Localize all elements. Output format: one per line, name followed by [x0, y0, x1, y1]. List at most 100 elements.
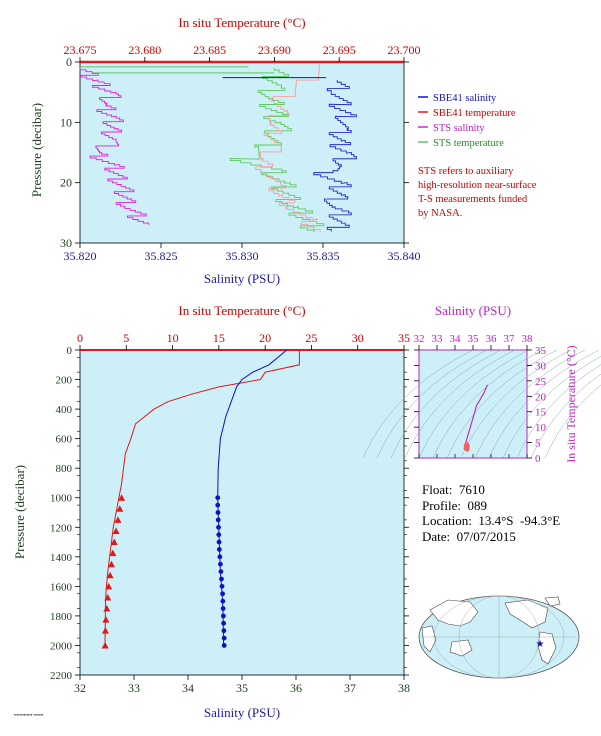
ts-sal-tick-label: 33: [432, 333, 444, 345]
temperature-sample-marker: [112, 527, 120, 534]
temperature-sample-marker: [109, 549, 117, 557]
top-sal-tick-label: 35.820: [64, 249, 97, 263]
salinity-sample-marker: [217, 554, 223, 560]
footer-stamp: ▪▪▪▪▪▪▪▪▪▪▪▪▪ ▪▪▪▪▪▪▪: [14, 712, 44, 717]
top-temp-tick-label: 23.685: [193, 43, 226, 57]
series-sts-salinity: [79, 68, 150, 225]
land-australia: [449, 639, 473, 657]
salinity-sample-marker: [216, 532, 222, 538]
ts-panel: 32 33 34 35 36 37 38 0 5 10 15 20 25 30 35 Salinity (P…: [362, 303, 601, 465]
top-temp-tick-label: 23.695: [323, 43, 356, 57]
temperature-sample-marker: [104, 593, 112, 601]
bottom-pressure-tick-label: 1200: [50, 522, 73, 534]
series-temperature-profile: [104, 350, 300, 646]
legend-label-sbe-salinity: SBE41 salinity: [433, 93, 497, 104]
ts-density-contour: [502, 356, 601, 459]
bottom-pressure-tick-label: 800: [56, 463, 73, 475]
top-temp-tick-label: 23.680: [128, 43, 161, 57]
ts-density-contour: [376, 349, 488, 459]
salinity-sample-marker: [221, 628, 227, 634]
temperature-sample-marker: [110, 538, 118, 546]
ts-sal-tick-label: 32: [414, 333, 425, 345]
bottom-pressure-tick-label: 400: [56, 404, 73, 416]
map-graticule: [421, 595, 577, 679]
map-land: [421, 596, 561, 665]
ts-temp-tick-label: 35: [535, 345, 547, 357]
salinity-sample-marker: [216, 539, 222, 545]
land-greenland: [544, 596, 561, 607]
ts-density-contour: [488, 349, 600, 459]
bottom-sal-tick-label: 37: [344, 681, 356, 695]
ts-density-contour: [544, 384, 601, 459]
float-location-marker: ★: [536, 639, 545, 650]
top-note: STS refers to auxiliary high-resolution …: [418, 166, 537, 219]
bottom-temp-tick-label: 25: [305, 331, 317, 345]
salinity-sample-marker: [215, 502, 221, 508]
salinity-sample-marker: [221, 620, 227, 626]
temperature-sample-marker: [101, 641, 109, 649]
ts-temp-tick-label: 0: [535, 453, 541, 465]
note-line-2: high-resolution near-surface: [418, 180, 537, 191]
ts-density-contour: [446, 349, 558, 459]
top-sal-axis-title: Salinity (PSU): [204, 271, 280, 286]
bottom-temp-tick-label: 35: [398, 331, 410, 345]
bottom-plot-area: [79, 349, 405, 676]
top-temp-tick-label: 23.690: [258, 43, 291, 57]
land-africa: [421, 625, 437, 653]
ts-sal-tick-label: 38: [522, 333, 534, 345]
salinity-sample-marker: [216, 524, 221, 530]
ts-density-contour: [460, 349, 572, 459]
ts-deep-sample-marker: [463, 443, 469, 448]
temperature-sample-marker: [107, 560, 115, 568]
salinity-sample-marker: [220, 606, 226, 611]
temperature-sample-marker: [118, 494, 126, 501]
bottom-pressure-tick-label: 1800: [50, 611, 73, 623]
series-sts-temperature-surface: [80, 66, 275, 74]
note-line-1: STS refers to auxiliary: [418, 166, 514, 177]
temperature-sample-marker: [106, 571, 114, 579]
salinity-sample-marker: [218, 561, 223, 567]
top-sal-tick-label: 35.825: [145, 249, 178, 263]
salinity-sample-marker: [215, 495, 221, 501]
ts-temp-tick-label: 30: [535, 360, 547, 372]
series-salinity-profile: [217, 349, 288, 646]
ts-density-contour: [404, 349, 516, 459]
top-axes-group: 23.675 23.680 23.685 23.690 23.695 23.700 35.8…: [60, 43, 421, 263]
series-sbe41-temperature-hires: [255, 63, 321, 233]
legend-label-sts-temperature: STS temperature: [433, 138, 504, 149]
ts-sal-axis-title: Salinity (PSU): [435, 303, 511, 318]
temperature-sample-marker: [116, 505, 124, 512]
top-sal-tick-label: 35.835: [307, 249, 340, 263]
bottom-axes-group: 0 5 10 15 20 25 30 35 32 33 34 35 36 37 38 0 200 400 600 80…: [50, 331, 410, 695]
salinity-sample-marker: [220, 598, 226, 604]
ts-axes-group: 32 33 34 35 36 37 38 0 5 10 15 20 25 30 35: [414, 333, 547, 465]
bottom-temp-tick-label: 10: [167, 331, 179, 345]
date: Date: 07/07/2015: [422, 528, 516, 544]
bottom-panel: 0 5 10 15 20 25 30 35 32 33 34 35 36 37 38 0 200 400 600 80…: [12, 303, 410, 720]
top-sal-tick-label: 35.840: [388, 249, 421, 263]
bottom-temp-tick-label: 15: [213, 331, 225, 345]
salinity-sample-marker: [215, 510, 221, 515]
temperature-sample-marker: [105, 582, 113, 590]
top-temp-tick-label: 23.700: [388, 43, 421, 57]
ts-series-group: [463, 384, 488, 452]
profile-number: Profile: 089: [422, 497, 487, 513]
bottom-temp-tick-label: 0: [77, 331, 83, 345]
bottom-pressure-tick-label: 1600: [50, 581, 73, 593]
bottom-sal-tick-label: 34: [182, 681, 194, 695]
bottom-sal-tick-label: 33: [128, 681, 140, 695]
ts-density-contour: [530, 373, 601, 459]
bottom-sal-tick-label: 35: [236, 681, 248, 695]
ts-temp-tick-label: 25: [535, 376, 547, 388]
ts-temp-tick-label: 10: [535, 422, 547, 434]
ts-sal-tick-label: 37: [504, 333, 516, 345]
series-sbe41-salinity: [313, 80, 357, 232]
temperature-sample-marker: [103, 605, 111, 612]
top-series-group: [79, 63, 357, 233]
top-panel: 23.675 23.680 23.685 23.690 23.695 23.700 35.8…: [29, 15, 537, 286]
temperature-sample-marker: [102, 616, 110, 623]
temperature-sample-marker: [114, 516, 122, 523]
bottom-pressure-tick-label: 0: [67, 345, 73, 357]
bottom-pressure-tick-label: 600: [56, 434, 73, 446]
